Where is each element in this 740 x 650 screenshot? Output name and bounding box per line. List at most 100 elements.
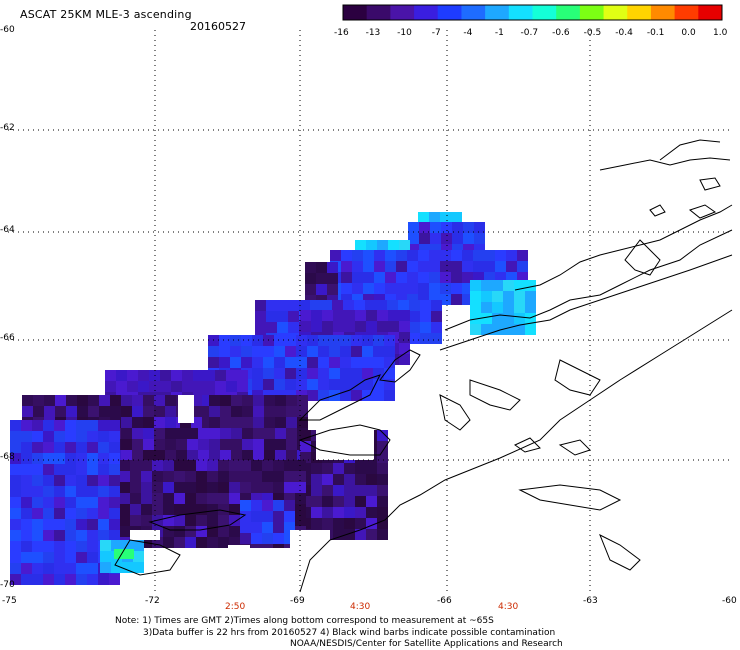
swath-cell xyxy=(451,283,462,294)
swath-cell xyxy=(273,500,284,511)
swath-cell xyxy=(116,370,127,381)
coastline-segment xyxy=(599,533,641,571)
swath-cell xyxy=(43,497,54,508)
lat-label-66: -66 xyxy=(0,333,15,343)
swath-cell xyxy=(351,368,362,379)
swath-cell xyxy=(366,463,377,474)
swath-cell xyxy=(340,357,351,368)
swath-cell xyxy=(54,497,65,508)
swath-cell xyxy=(284,482,295,493)
swath-cell xyxy=(525,291,536,302)
swath-cell xyxy=(226,381,237,392)
swath-cell xyxy=(253,395,264,406)
swath-cell xyxy=(481,324,492,335)
swath-cell xyxy=(492,291,503,302)
swath-cell xyxy=(252,346,263,357)
swath-cell xyxy=(32,574,43,585)
swath-cell xyxy=(366,240,377,251)
swath-cell xyxy=(76,464,87,475)
swath-cell xyxy=(10,420,21,431)
swath-cell xyxy=(514,291,525,302)
swath-cell xyxy=(240,471,251,482)
swath-cell xyxy=(196,537,207,548)
swath-cell xyxy=(419,222,430,233)
swath-cell xyxy=(340,346,351,357)
swath-cell xyxy=(340,379,351,390)
swath-cell xyxy=(32,442,43,453)
lon-label-63: -63 xyxy=(583,596,598,606)
swath-cell xyxy=(10,431,21,442)
swath-cell xyxy=(43,475,54,486)
swath-cell xyxy=(362,368,373,379)
swath-cell xyxy=(218,471,229,482)
swath-cell xyxy=(385,250,396,261)
swath-cell xyxy=(87,552,98,563)
swath-cell xyxy=(226,370,237,381)
swath-cell xyxy=(251,522,262,533)
swath-cell xyxy=(44,406,55,417)
swath-cell xyxy=(273,522,284,533)
swath-cell xyxy=(327,284,338,295)
time-label-2: 4:30 xyxy=(350,602,371,612)
swath-cell xyxy=(330,250,341,261)
colorbar-label: -16 xyxy=(334,28,349,38)
swath-cell xyxy=(462,272,473,283)
swath-cell xyxy=(463,222,474,233)
swath-cell xyxy=(431,300,442,311)
swath-cell xyxy=(333,485,344,496)
swath-cell xyxy=(300,452,311,463)
swath-cell xyxy=(300,310,311,321)
colorbar-swatch xyxy=(366,5,391,20)
swath-cell xyxy=(307,357,318,368)
swath-cell xyxy=(10,563,21,574)
swath-cell xyxy=(204,370,215,381)
swath-cell xyxy=(384,390,395,401)
swath-cell xyxy=(43,574,54,585)
coastline-segment xyxy=(444,229,733,331)
swath-cell xyxy=(377,507,388,518)
swath-cell xyxy=(32,552,43,563)
colorbar-label: -7 xyxy=(431,28,441,38)
swath-cell xyxy=(327,262,338,273)
swath-cell xyxy=(296,335,307,346)
swath-cell xyxy=(241,335,252,346)
swath-cell xyxy=(385,294,396,305)
swath-cell xyxy=(143,395,154,406)
swath-cell xyxy=(65,563,76,574)
swath-cell xyxy=(10,530,21,541)
swath-cell xyxy=(119,482,130,493)
swath-cell xyxy=(76,475,87,486)
swath-cell xyxy=(431,333,442,344)
swath-cell xyxy=(252,357,263,368)
swath-cell xyxy=(333,529,344,540)
map-title: ASCAT 25KM MLE-3 ascending xyxy=(20,8,192,21)
swath-cell xyxy=(121,428,132,439)
swath-cell xyxy=(54,453,65,464)
swath-cell xyxy=(366,507,377,518)
swath-cell xyxy=(451,261,462,272)
swath-cell xyxy=(110,395,121,406)
swath-cell xyxy=(286,439,297,450)
map-date: 20160527 xyxy=(190,20,246,33)
swath-cell xyxy=(355,240,366,251)
swath-cell xyxy=(119,504,130,515)
swath-cell xyxy=(185,504,196,515)
swath-cell xyxy=(399,310,410,321)
swath-cell xyxy=(109,574,120,585)
swath-cell xyxy=(474,244,485,255)
swath-cell xyxy=(275,428,286,439)
swath-cell xyxy=(231,428,242,439)
colorbar-label: -10 xyxy=(397,28,412,38)
swath-cell xyxy=(262,460,273,471)
lon-label-60: -60 xyxy=(722,596,737,606)
swath-cell xyxy=(365,300,376,311)
colorbar-swatch xyxy=(414,5,439,20)
swath-cell xyxy=(154,428,165,439)
colorbar xyxy=(342,4,723,21)
swath-cell xyxy=(43,519,54,530)
swath-cell xyxy=(495,261,506,272)
coastline-segment xyxy=(659,139,721,161)
swath-cell xyxy=(407,294,418,305)
swath-cell xyxy=(193,381,204,392)
swath-cell xyxy=(109,420,120,431)
